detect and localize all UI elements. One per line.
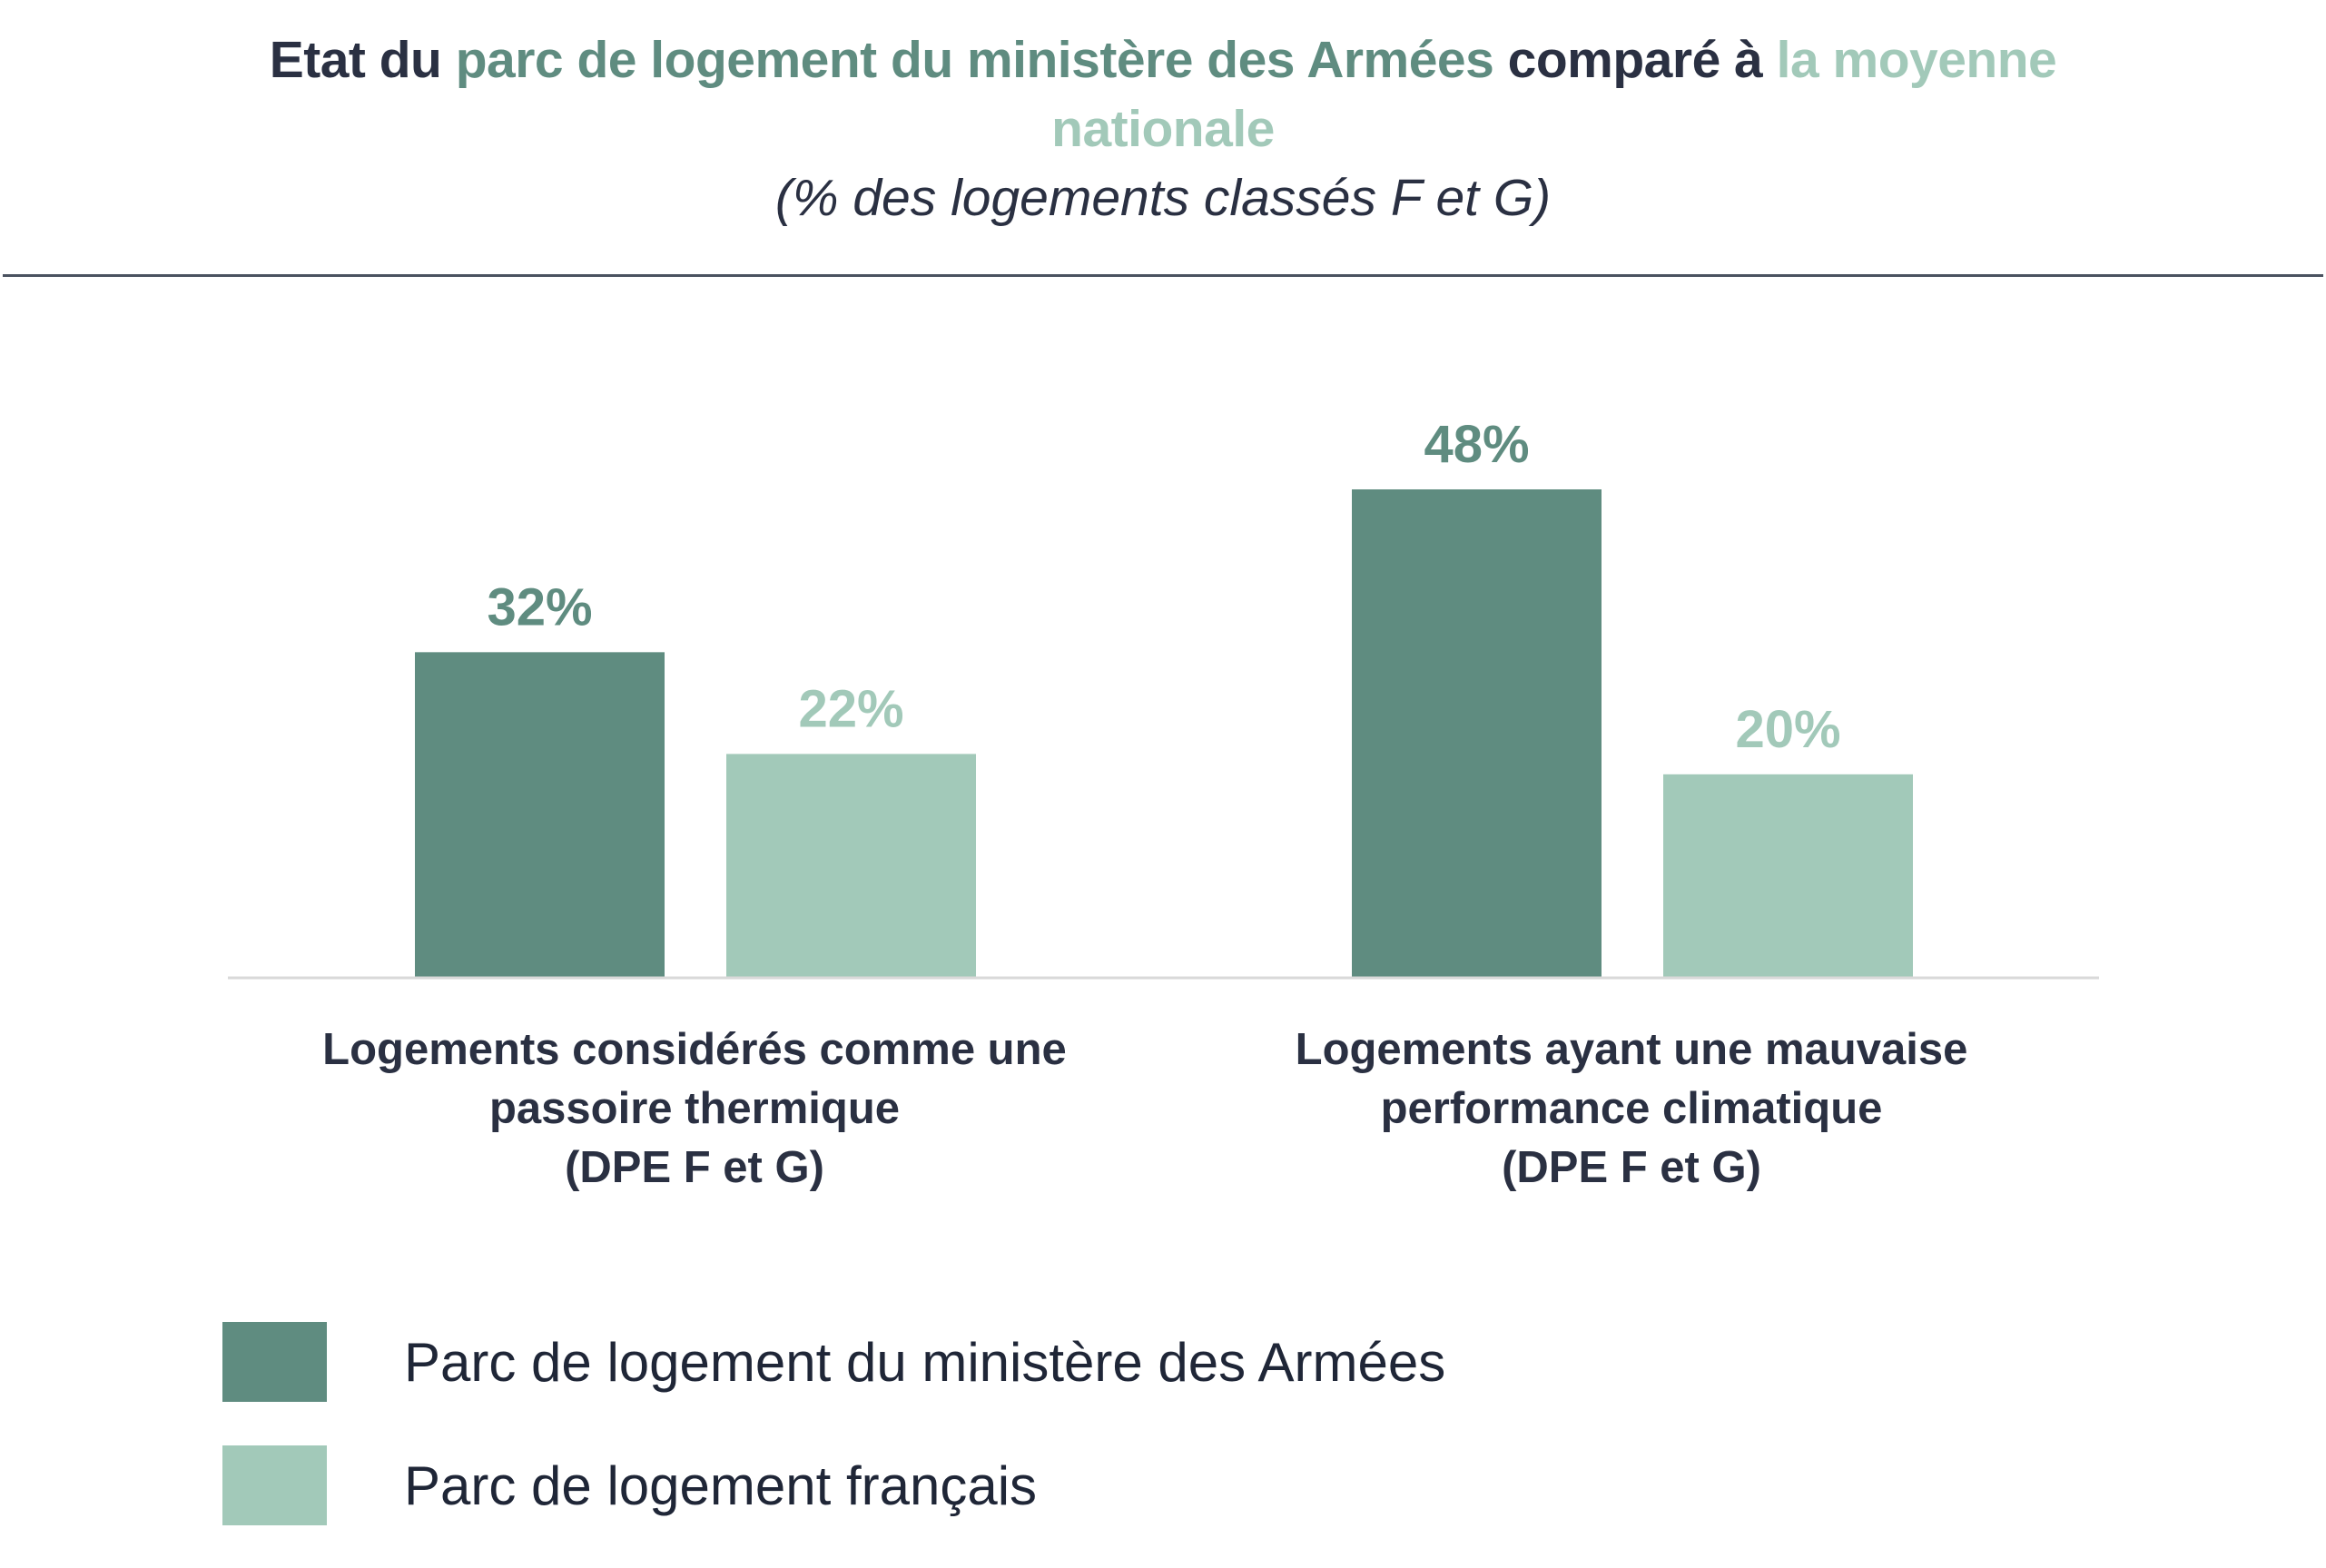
legend-label-armees: Parc de logement du ministère des Armées <box>404 1331 1446 1393</box>
legend: Parc de logement du ministère des Armées… <box>222 1321 1445 1568</box>
title-part-5: nationale <box>1051 100 1275 158</box>
data-label-armees-1: 48% <box>1424 415 1529 474</box>
title-part-2: parc de logement du ministère des Armées <box>455 31 1494 89</box>
legend-swatch-national <box>222 1445 327 1525</box>
chart-title-block: Etat du parc de logement du ministère de… <box>0 25 2326 232</box>
category-label-0-line-0: Logements considérés comme une <box>322 1025 1067 1074</box>
title-part-3: comparé à <box>1493 31 1777 89</box>
data-label-national-0: 22% <box>798 679 903 738</box>
legend-label-national: Parc de logement français <box>404 1455 1038 1516</box>
category-label-1-line-0: Logements ayant une mauvaise <box>1296 1025 1968 1074</box>
title-divider <box>3 274 2323 277</box>
category-label-1-line-1: performance climatique <box>1381 1084 1883 1133</box>
chart-subtitle: (% des logements classés F et G) <box>774 169 1552 227</box>
chart-title-line-1: Etat du parc de logement du ministère de… <box>0 25 2326 94</box>
category-label-0-line-2: (DPE F et G) <box>565 1143 824 1192</box>
category-label-1-line-2: (DPE F et G) <box>1502 1143 1761 1192</box>
legend-item-armees: Parc de logement du ministère des Armées <box>222 1321 1445 1403</box>
data-label-national-1: 20% <box>1735 700 1840 759</box>
bar-armees-0 <box>415 652 665 978</box>
bar-national-1 <box>1663 774 1913 978</box>
title-part-4: la moyenne <box>1776 31 2057 89</box>
data-label-armees-0: 32% <box>487 577 592 636</box>
title-part-1: Etat du <box>269 31 456 89</box>
legend-swatch-armees <box>222 1322 327 1402</box>
bar-armees-1 <box>1352 489 1602 978</box>
bar-chart: 32% 48% 22% 20% Logements considérés comme u… <box>228 415 2099 1192</box>
category-label-0-line-1: passoire thermique <box>489 1084 900 1133</box>
legend-item-national: Parc de logement français <box>222 1445 1445 1526</box>
chart-title-line-2: nationale <box>0 94 2326 163</box>
bar-national-0 <box>726 754 976 978</box>
